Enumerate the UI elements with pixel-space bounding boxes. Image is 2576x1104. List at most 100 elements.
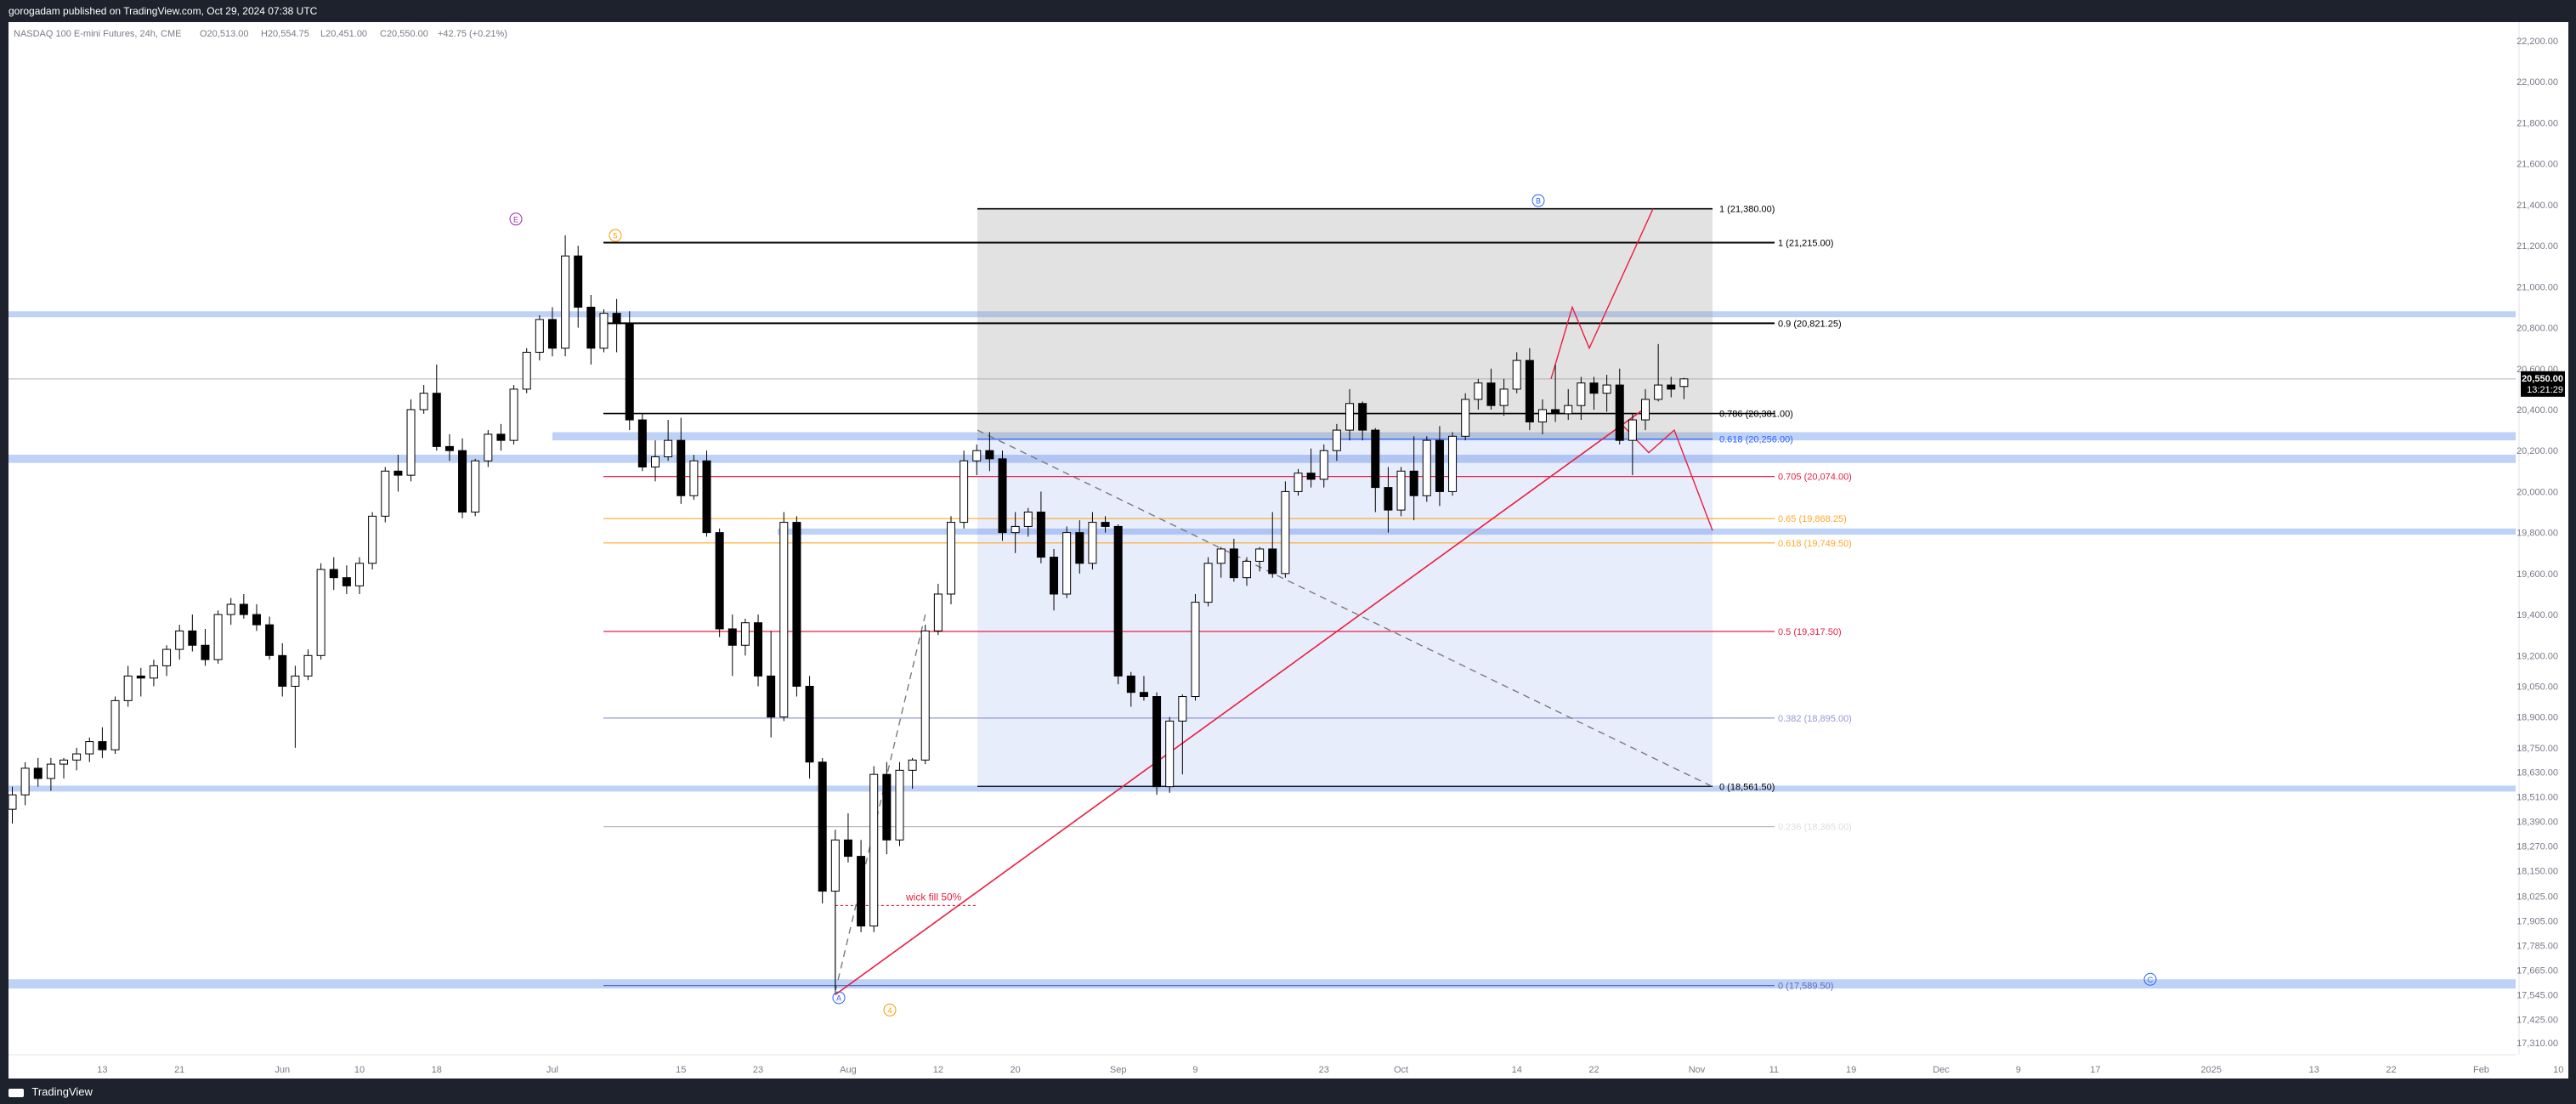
candle-body — [110, 699, 120, 750]
candle-body — [1474, 382, 1483, 400]
candle-body — [1088, 522, 1097, 564]
candle-body — [1615, 384, 1624, 441]
candle-body — [1461, 399, 1470, 437]
candle-body — [85, 741, 94, 755]
price-tick-label: 17,545.00 — [2517, 990, 2558, 1000]
candle-body — [303, 654, 313, 677]
candle-body — [754, 622, 763, 677]
candle-body — [985, 450, 994, 460]
candle-body — [561, 255, 570, 349]
candle-body — [1126, 675, 1135, 694]
candle-body — [972, 450, 982, 461]
candle-body — [1679, 378, 1689, 388]
price-tick-label: 21,400.00 — [2517, 201, 2558, 211]
candle-body — [1101, 522, 1110, 527]
candle-body — [1319, 450, 1328, 480]
time-tick-label: 9 — [2016, 1065, 2021, 1075]
candle-body — [715, 532, 724, 630]
candle-body — [46, 763, 55, 779]
time-tick-label: 23 — [1319, 1065, 1329, 1075]
candle-body — [419, 393, 428, 410]
candle-body — [1422, 439, 1431, 496]
candle-body — [1602, 384, 1611, 394]
time-tick-label: 22 — [1588, 1065, 1599, 1075]
price-tick-label: 18,270.00 — [2517, 842, 2558, 852]
candle-body — [1396, 470, 1406, 511]
candle-body — [1512, 360, 1521, 390]
candle-body — [484, 433, 493, 461]
wave-label-circle — [832, 991, 846, 1005]
candle-body — [291, 675, 300, 687]
time-tick-label: Jun — [275, 1065, 290, 1075]
candle-body — [1139, 692, 1148, 698]
fib-levels: 1 (21,380.00) 0.786 (20,381.00) 0.618 (20,… — [603, 205, 1852, 992]
candle-body — [1203, 563, 1213, 603]
fib2-level-label: 0.618 (19,749.50) — [1778, 539, 1852, 549]
annotation-wick-fill: wick fill 50% — [905, 891, 962, 903]
candle-body — [830, 839, 840, 892]
price-tick-label: 20,400.00 — [2517, 405, 2558, 416]
candle-body — [355, 563, 365, 586]
chart-canvas[interactable]: 1 (21,380.00) 0.786 (20,381.00) 0.618 (20,… — [8, 22, 2568, 1079]
time-tick-label: 19 — [1846, 1065, 1856, 1075]
candle-body — [1332, 429, 1341, 451]
time-tick-label: 13 — [97, 1065, 107, 1075]
wave-label-circle — [883, 1003, 897, 1016]
wave-labels: E 5 B A 4 C — [509, 194, 2157, 1016]
horizontal-zones — [8, 311, 2516, 989]
price-tick-label: 18,390.00 — [2517, 818, 2558, 828]
wave-label-circle — [609, 229, 622, 242]
candle-body — [188, 630, 197, 646]
symbol-line: NASDAQ 100 E-mini Futures, 24h, CME — [14, 29, 181, 39]
fib2-level-label: 0.705 (20,074.00) — [1778, 473, 1852, 483]
price-axis: 22,200.00 22,000.00 21,800.00 21,600.00 21,4… — [2517, 22, 2558, 1055]
candle-body — [1113, 525, 1123, 677]
candle-body — [1255, 548, 1265, 562]
candle-body — [1191, 602, 1200, 698]
candle-body — [496, 433, 506, 441]
price-tick-label: 18,630.00 — [2517, 768, 2558, 778]
candle-body — [1499, 388, 1509, 406]
time-tick-label: 12 — [933, 1065, 943, 1075]
wave-label-text: 5 — [613, 232, 617, 241]
candle-body — [895, 769, 904, 841]
price-tick-label: 18,750.00 — [2517, 744, 2558, 754]
candle-body — [1409, 470, 1418, 496]
candle-body — [933, 593, 943, 631]
last-price-label: 20,550.00 — [2522, 374, 2563, 384]
fib2-level-label: 0.5 (19,317.50) — [1778, 627, 1842, 637]
trendline — [835, 405, 1650, 995]
time-tick-label: Jul — [546, 1065, 558, 1075]
candle-body — [123, 675, 133, 701]
time-tick-label: 10 — [2553, 1065, 2563, 1075]
candle-body — [1564, 405, 1573, 415]
ohlc-open: O20,513.00 — [200, 29, 249, 39]
support-zone — [8, 311, 2516, 318]
fib2-level-label: 0.382 (18,895.00) — [1778, 714, 1852, 724]
fib2-level-label: 0.9 (20,821.25) — [1778, 319, 1842, 329]
wave-label-circle — [509, 212, 523, 226]
chart-area[interactable]: 1 (21,380.00) 0.786 (20,381.00) 0.618 (20,… — [8, 22, 2568, 1079]
candles — [8, 235, 1689, 990]
wave-label-text: A — [836, 994, 841, 1002]
brand-name: TradingView — [31, 1085, 93, 1098]
candle-body — [1165, 720, 1175, 788]
tradingview-logo-icon — [8, 1088, 24, 1097]
price-tick-label: 19,200.00 — [2517, 651, 2558, 661]
price-tick-label: 17,905.00 — [2517, 917, 2558, 927]
candle-body — [1268, 548, 1277, 575]
price-tick-label: 17,785.00 — [2517, 941, 2558, 951]
candle-body — [920, 630, 930, 761]
candle-body — [265, 624, 275, 656]
projection-up — [1550, 208, 1654, 380]
candle-body — [522, 351, 531, 390]
candle-body — [471, 460, 480, 513]
candle-body — [458, 450, 467, 513]
dashed-rise — [835, 614, 926, 992]
candle-body — [72, 753, 82, 761]
candle-body — [1023, 512, 1033, 527]
candle-body — [406, 409, 416, 476]
candle-body — [651, 456, 660, 467]
candle-body — [278, 654, 287, 687]
